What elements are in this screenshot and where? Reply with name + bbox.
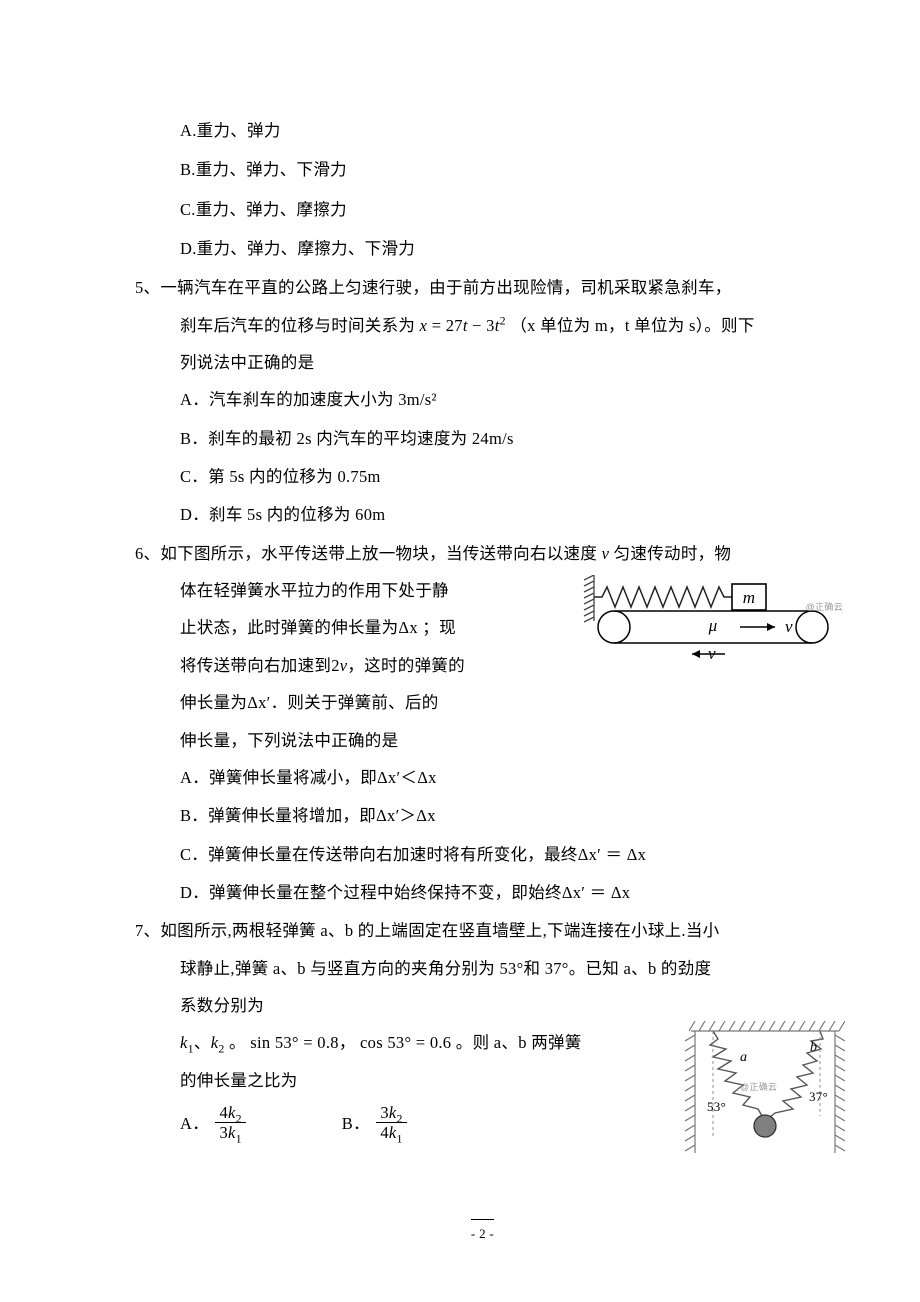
q6-C-rel: ＝ [601, 845, 627, 864]
q6-C-text: C．弹簧伸长量在传送带向右加速时将有所变化，最终 [180, 845, 578, 864]
q6-l4b: ．则关于弹簧前、后的 [271, 693, 439, 712]
q6-A-rel: ＜ [400, 768, 417, 787]
q6-option-b: B．弹簧伸长量将增加，即Δx′＞Δx [180, 800, 830, 831]
q7-stem-line2: 球静止,弹簧 a、b 与竖直方向的夹角分别为 53°和 37°。已知 a、b 的… [180, 953, 830, 984]
q7-stem-line1: 7、如图所示,两根轻弹簧 a、b 的上端固定在竖直墙壁上,下端连接在小球上.当小 [161, 915, 830, 946]
q6-D-text: D．弹簧伸长量在整个过程中始终保持不变，即始终 [180, 883, 562, 902]
q7-A-frac: 4k2 3k1 [215, 1104, 245, 1142]
q6-option-a: A．弹簧伸长量将减小，即Δx′＜Δx [180, 762, 830, 793]
q7-sin: sin 53 [250, 1033, 292, 1052]
q6-fig-m-label: m [743, 588, 756, 607]
q5-stem2c: （x 单位为 m，t 单位为 s）。则下 [510, 316, 754, 335]
q6-A-dx: Δx [417, 768, 436, 787]
q4-option-c: C.重力、弹力、摩擦力 [180, 194, 830, 225]
page-footer: - 2 - [135, 1219, 830, 1247]
q6-B-rel: ＞ [399, 806, 416, 825]
q7-A-label: A． [180, 1114, 209, 1133]
q7-B-num-c: 3 [380, 1103, 389, 1122]
q5-eq-p1: = 27 [432, 316, 463, 335]
q4-option-a: A.重力、弹力 [180, 115, 830, 146]
q6-D-dxp: Δx′ [562, 883, 585, 902]
q6-C-dxp: Δx′ [578, 845, 601, 864]
q6-B-text: B．弹簧伸长量将增加，即 [180, 806, 376, 825]
q6-l5: 伸长量，下列说法中正确的是 [180, 725, 830, 756]
q4-option-b: B.重力、弹力、下滑力 [180, 154, 830, 185]
q7-A-den-s: 1 [236, 1131, 242, 1145]
q6-option-c: C．弹簧伸长量在传送带向右加速时将有所变化，最终Δx′ ＝ Δx [180, 839, 830, 870]
q7-fig-angle-a: 53° [707, 1099, 726, 1114]
q6-l4a: 伸长量为 [180, 693, 247, 712]
q6-fig-mu-label: μ [708, 616, 718, 635]
q5-stem-line2: 刹车后汽车的位移与时间关系为 x = 27t − 3t2 （x 单位为 m，t … [180, 310, 830, 341]
q6-D-dx: Δx [611, 883, 630, 902]
q6-D-rel: ＝ [585, 883, 611, 902]
q5-eq-exp: 2 [500, 313, 506, 327]
q6-A-dxp: Δx′ [377, 768, 400, 787]
q7-k1: k [180, 1033, 188, 1052]
q4-option-d: D.重力、弹力、摩擦力、下滑力 [180, 233, 830, 264]
q5-option-b: B．刹车的最初 2s 内汽车的平均速度为 24m/s [180, 423, 830, 454]
q6-l2b: ；现 [418, 618, 456, 637]
q6-fig-v-left: v [708, 644, 716, 661]
q6-figure-svg: m μ v v [580, 575, 845, 661]
q6-B-dxp: Δx′ [376, 806, 399, 825]
q6-l2a: 止状态，此时弹簧的伸长量为 [180, 618, 398, 637]
q7-B-frac: 3k2 4k1 [376, 1104, 406, 1142]
q6-fig-v-right: v [785, 617, 793, 636]
q6-figure: m μ v v @正确云 [580, 575, 845, 671]
q5-stem-line1: 5、一辆汽车在平直的公路上匀速行驶，由于前方出现险情，司机采取紧急刹车， [161, 272, 830, 303]
q7-l4a: 、 [194, 1033, 211, 1052]
q6-stem-line1: 6、如下图所示，水平传送带上放一物块，当传送带向右以速度 v 匀速传动时，物 [161, 538, 830, 569]
q5-option-a: A．汽车刹车的加速度大小为 3m/s² [180, 384, 830, 415]
q7-fig-label-a: a [740, 1050, 747, 1065]
q5-option-d: D．刹车 5s 内的位移为 60m [180, 499, 830, 530]
q6-l4: 伸长量为Δx′．则关于弹簧前、后的 [180, 687, 830, 718]
q7-B-num-k: k [389, 1103, 397, 1122]
q7-sin-deg: ° [292, 1033, 299, 1052]
q6-option-d: D．弹簧伸长量在整个过程中始终保持不变，即始终Δx′ ＝ Δx [180, 877, 830, 908]
q7-fig-label-b: b [810, 1040, 817, 1055]
q5-option-c: C．第 5s 内的位移为 0.75m [180, 461, 830, 492]
q7-fig-watermark: @正确云 [740, 1079, 777, 1096]
q6-l3a: 将传送带向右加速到2 [180, 656, 340, 675]
q7-cos: cos 53 [360, 1033, 404, 1052]
q6-B-dx: Δx [416, 806, 435, 825]
q7-B-label: B． [342, 1114, 370, 1133]
q6-stem1b: 匀速传动时，物 [609, 544, 731, 563]
q7-l4c: 。则 a、b 两弹簧 [451, 1033, 581, 1052]
q7-A-den-k: k [228, 1123, 236, 1142]
q7-cosv: = 0.6 [411, 1033, 451, 1052]
q7-B-den-k: k [389, 1123, 397, 1142]
q7-sinv: = 0.8 [299, 1033, 339, 1052]
q6-l3b: ，这时的弹簧的 [347, 656, 465, 675]
q7-stem-line3: 系数分别为 [180, 990, 830, 1021]
q7-B-den-c: 4 [380, 1123, 389, 1142]
q7-B-den-s: 1 [397, 1131, 403, 1145]
q6-C-dx: Δx [627, 845, 646, 864]
q7-figure: 53° 37° a b @正确云 [685, 1021, 845, 1166]
q7-A-num-c: 4 [219, 1103, 228, 1122]
q6-dxp1: Δx′ [247, 693, 270, 712]
q5-stem-line3: 列说法中正确的是 [180, 347, 830, 378]
q7-fig-angle-b: 37° [809, 1089, 828, 1104]
q7-A-den-c: 3 [219, 1123, 228, 1142]
page-number: - 2 - [471, 1219, 494, 1247]
q5-eq-x: x [420, 316, 428, 335]
q6-dx1: Δx [398, 618, 417, 637]
q5-eq-p2: − 3 [468, 316, 495, 335]
q6-A-text: A．弹簧伸长量将减小，即 [180, 768, 377, 787]
q7-A-num-k: k [228, 1103, 236, 1122]
q5-stem2a: 刹车后汽车的位移与时间关系为 [180, 316, 420, 335]
q7-l4b: 。 [225, 1033, 246, 1052]
q6-stem1a: 6、如下图所示，水平传送带上放一物块，当传送带向右以速度 [135, 544, 602, 563]
q6-fig-watermark: @正确云 [806, 599, 843, 616]
